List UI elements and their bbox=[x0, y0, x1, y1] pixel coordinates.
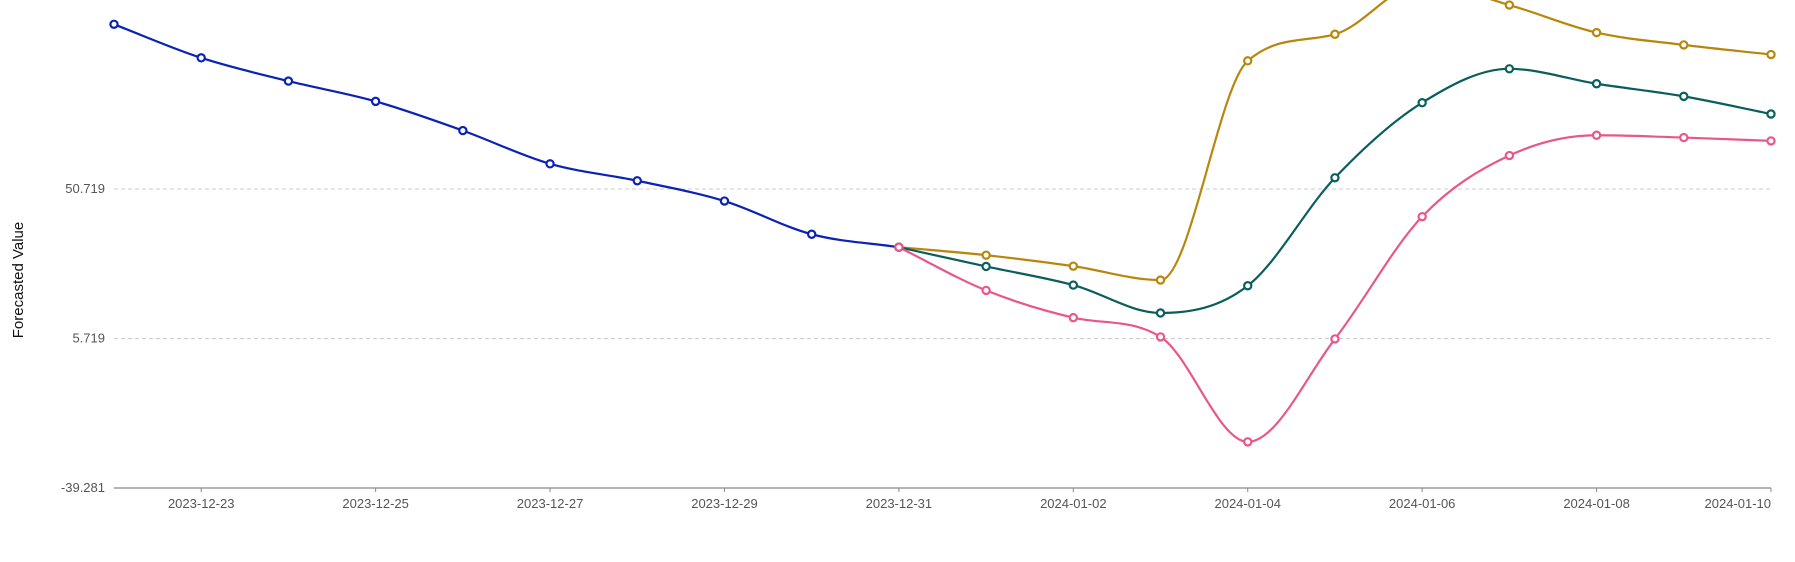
data-point bbox=[1243, 56, 1253, 66]
x-tick-label: 2024-01-06 bbox=[1389, 496, 1456, 511]
x-tick-label: 2023-12-27 bbox=[517, 496, 584, 511]
x-tick-label: 2023-12-25 bbox=[342, 496, 409, 511]
y-axis-title: Forecasted Value bbox=[10, 222, 27, 338]
y-axis-ticks: -39.281 5.719 50.719 bbox=[61, 181, 105, 495]
data-point bbox=[719, 196, 730, 206]
x-tick-label: 2024-01-04 bbox=[1214, 496, 1281, 511]
x-axis-ticks: 2023-12-23 2023-12-25 2023-12-27 2023-12-29… bbox=[168, 488, 1772, 511]
data-point bbox=[894, 242, 904, 252]
y-tick-label: -39.281 bbox=[61, 480, 105, 495]
data-point bbox=[1068, 261, 1079, 271]
x-tick-label: 2024-01-10 bbox=[1705, 496, 1772, 511]
x-tick-label: 2024-01-02 bbox=[1040, 496, 1107, 511]
data-point bbox=[1679, 91, 1689, 102]
data-point bbox=[1417, 97, 1427, 108]
data-point bbox=[981, 250, 991, 260]
data-point bbox=[1679, 40, 1689, 50]
grid-lines bbox=[114, 188, 1771, 340]
data-point bbox=[1243, 437, 1253, 447]
data-point bbox=[632, 176, 642, 186]
data-point bbox=[1504, 64, 1515, 74]
series-line-3 bbox=[898, 67, 1772, 315]
data-point bbox=[1243, 281, 1253, 291]
data-point bbox=[1068, 312, 1079, 323]
data-point bbox=[1591, 130, 1602, 140]
x-tick-label: 2023-12-23 bbox=[168, 496, 235, 511]
data-point bbox=[1591, 27, 1602, 38]
series-lines bbox=[113, 0, 1772, 443]
data-point bbox=[1155, 275, 1166, 285]
data-point bbox=[370, 96, 381, 107]
data-point bbox=[1504, 0, 1515, 10]
data-point bbox=[545, 159, 555, 169]
data-point bbox=[1155, 308, 1166, 318]
data-point bbox=[1591, 79, 1602, 89]
data-point bbox=[283, 76, 294, 86]
data-point bbox=[1417, 211, 1427, 222]
series-line-2 bbox=[898, 0, 1772, 282]
x-tick-label: 2024-01-08 bbox=[1563, 496, 1630, 511]
data-point bbox=[1504, 150, 1515, 161]
data-point bbox=[1330, 334, 1340, 344]
data-point bbox=[981, 261, 991, 272]
data-point bbox=[1155, 332, 1166, 342]
x-tick-label: 2023-12-31 bbox=[866, 496, 933, 511]
data-point bbox=[1330, 173, 1340, 183]
series-line-1 bbox=[113, 23, 900, 249]
data-point bbox=[196, 53, 206, 63]
data-point bbox=[1766, 49, 1776, 60]
data-point bbox=[1679, 132, 1689, 143]
y-tick-label: 5.719 bbox=[72, 331, 105, 346]
y-tick-label: 50.719 bbox=[65, 181, 105, 196]
data-point bbox=[458, 125, 468, 136]
data-point bbox=[1766, 136, 1776, 146]
data-point bbox=[806, 229, 817, 239]
x-tick-label: 2023-12-29 bbox=[691, 496, 758, 511]
data-point bbox=[109, 19, 119, 29]
data-point bbox=[1330, 29, 1340, 39]
series-points bbox=[109, 0, 1776, 447]
data-point bbox=[1068, 280, 1079, 290]
data-point bbox=[981, 285, 991, 296]
data-point bbox=[1766, 109, 1776, 119]
